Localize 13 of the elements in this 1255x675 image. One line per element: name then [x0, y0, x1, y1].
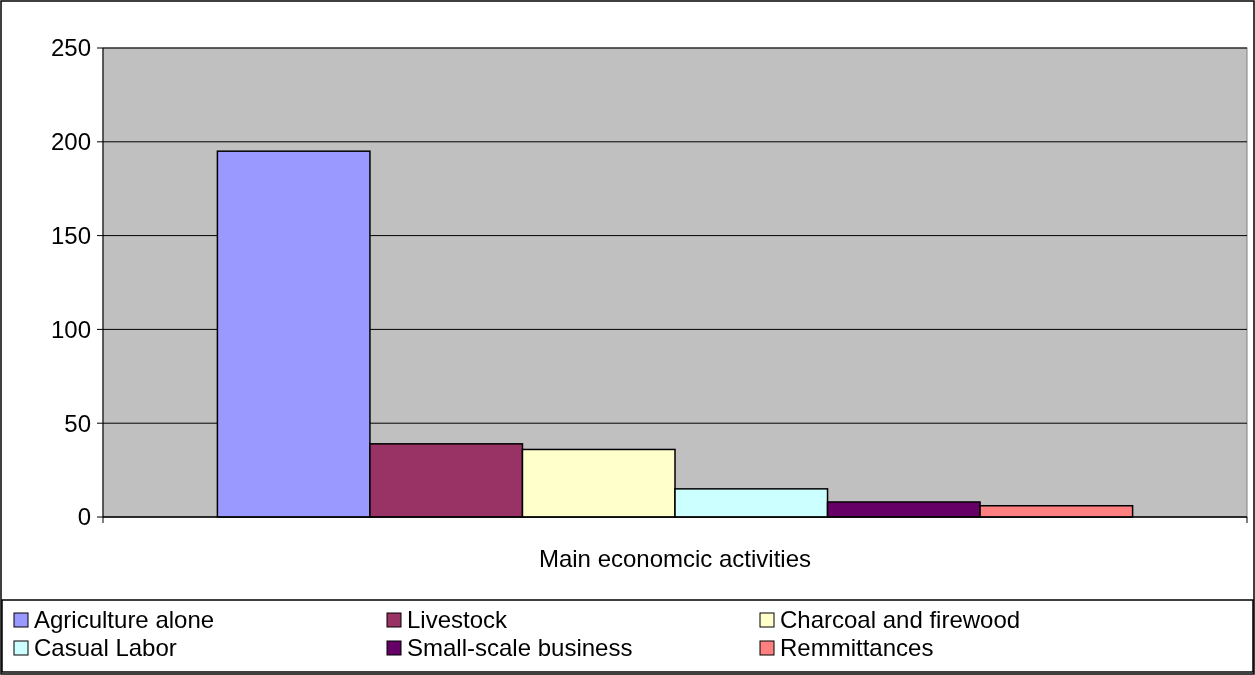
- legend-label: Casual Labor: [34, 634, 177, 662]
- y-tick-label: 50: [64, 409, 91, 437]
- legend-label: Agriculture alone: [34, 606, 215, 634]
- legend-label: Small-scale business: [407, 634, 633, 662]
- y-tick-label: 100: [50, 315, 91, 343]
- legend-label: Charcoal and firewood: [780, 606, 1021, 634]
- x-axis-title: Main economcic activities: [538, 545, 812, 572]
- legend-label: Livestock: [407, 606, 509, 634]
- legend-label: Remmittances: [780, 634, 934, 662]
- y-tick-label: 150: [50, 222, 91, 249]
- y-tick-label: 0: [77, 503, 91, 531]
- y-tick-label: 250: [50, 34, 91, 62]
- y-tick-label: 200: [50, 128, 91, 156]
